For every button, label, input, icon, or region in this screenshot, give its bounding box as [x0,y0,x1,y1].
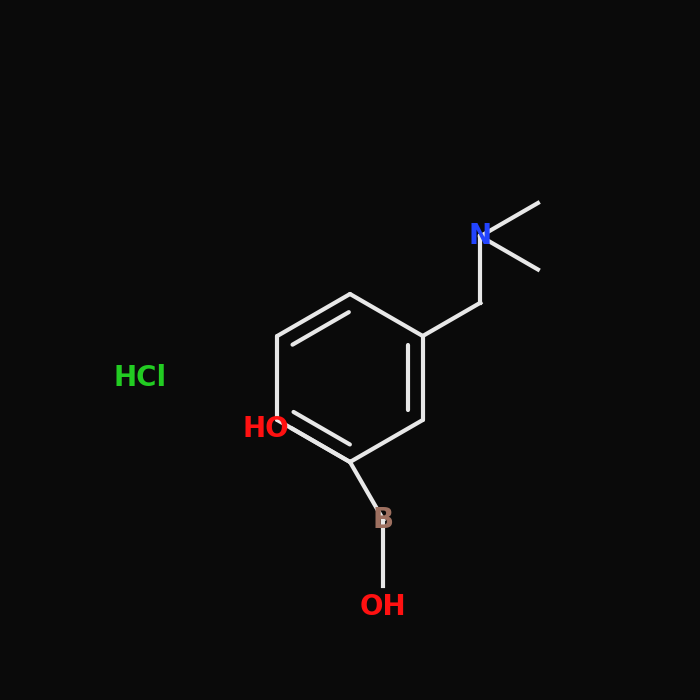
Text: OH: OH [360,593,407,621]
Text: N: N [469,223,492,251]
Text: HO: HO [242,414,289,443]
Text: HCl: HCl [113,364,167,392]
Text: B: B [372,505,394,533]
